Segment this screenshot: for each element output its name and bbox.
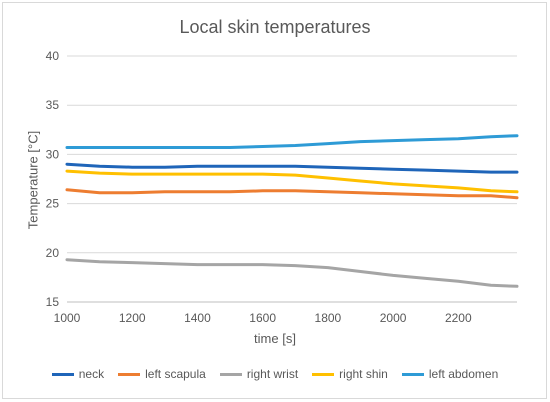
- legend-label: right shin: [339, 367, 388, 381]
- series-line-left-abdomen: [65, 134, 519, 149]
- x-tick-label: 1600: [249, 311, 276, 325]
- legend-item: left scapula: [118, 367, 206, 381]
- legend-label: left abdomen: [428, 367, 499, 381]
- x-tick-label: 1000: [54, 311, 81, 325]
- legend-item: neck: [51, 367, 105, 381]
- y-tick-label: 30: [46, 147, 60, 161]
- x-tick-label: 1400: [184, 311, 211, 325]
- x-tick-label: 1800: [315, 311, 342, 325]
- legend-swatch: [312, 372, 335, 376]
- y-tick-label: 25: [46, 197, 60, 211]
- y-tick-label: 15: [46, 295, 60, 309]
- series-line-left-scapula: [65, 188, 519, 200]
- legend-swatch: [51, 372, 74, 376]
- legend-swatch: [401, 372, 424, 376]
- x-axis-label: time [s]: [254, 331, 296, 346]
- y-tick-label: 20: [46, 246, 60, 260]
- legend-item: left abdomen: [401, 367, 499, 381]
- legend: neck left scapula right wrist right shin lef…: [0, 367, 550, 381]
- legend-label: right wrist: [246, 367, 299, 381]
- x-tick-label: 2200: [445, 311, 472, 325]
- legend-label: neck: [78, 367, 105, 381]
- x-tick-label: 2000: [380, 311, 407, 325]
- legend-swatch: [219, 372, 242, 376]
- series-line-neck: [65, 162, 519, 174]
- legend-item: right wrist: [219, 367, 299, 381]
- chart-title: Local skin temperatures: [179, 17, 371, 37]
- legend-swatch: [118, 372, 141, 376]
- y-tick-label: 40: [46, 49, 60, 63]
- legend-label: left scapula: [145, 367, 206, 381]
- series-line-right-shin: [65, 169, 519, 194]
- chart-frame: [2, 2, 547, 399]
- x-tick-label: 1200: [119, 311, 146, 325]
- y-tick-label: 35: [46, 98, 60, 112]
- series-line-right-wrist: [65, 258, 519, 288]
- legend-item: right shin: [312, 367, 388, 381]
